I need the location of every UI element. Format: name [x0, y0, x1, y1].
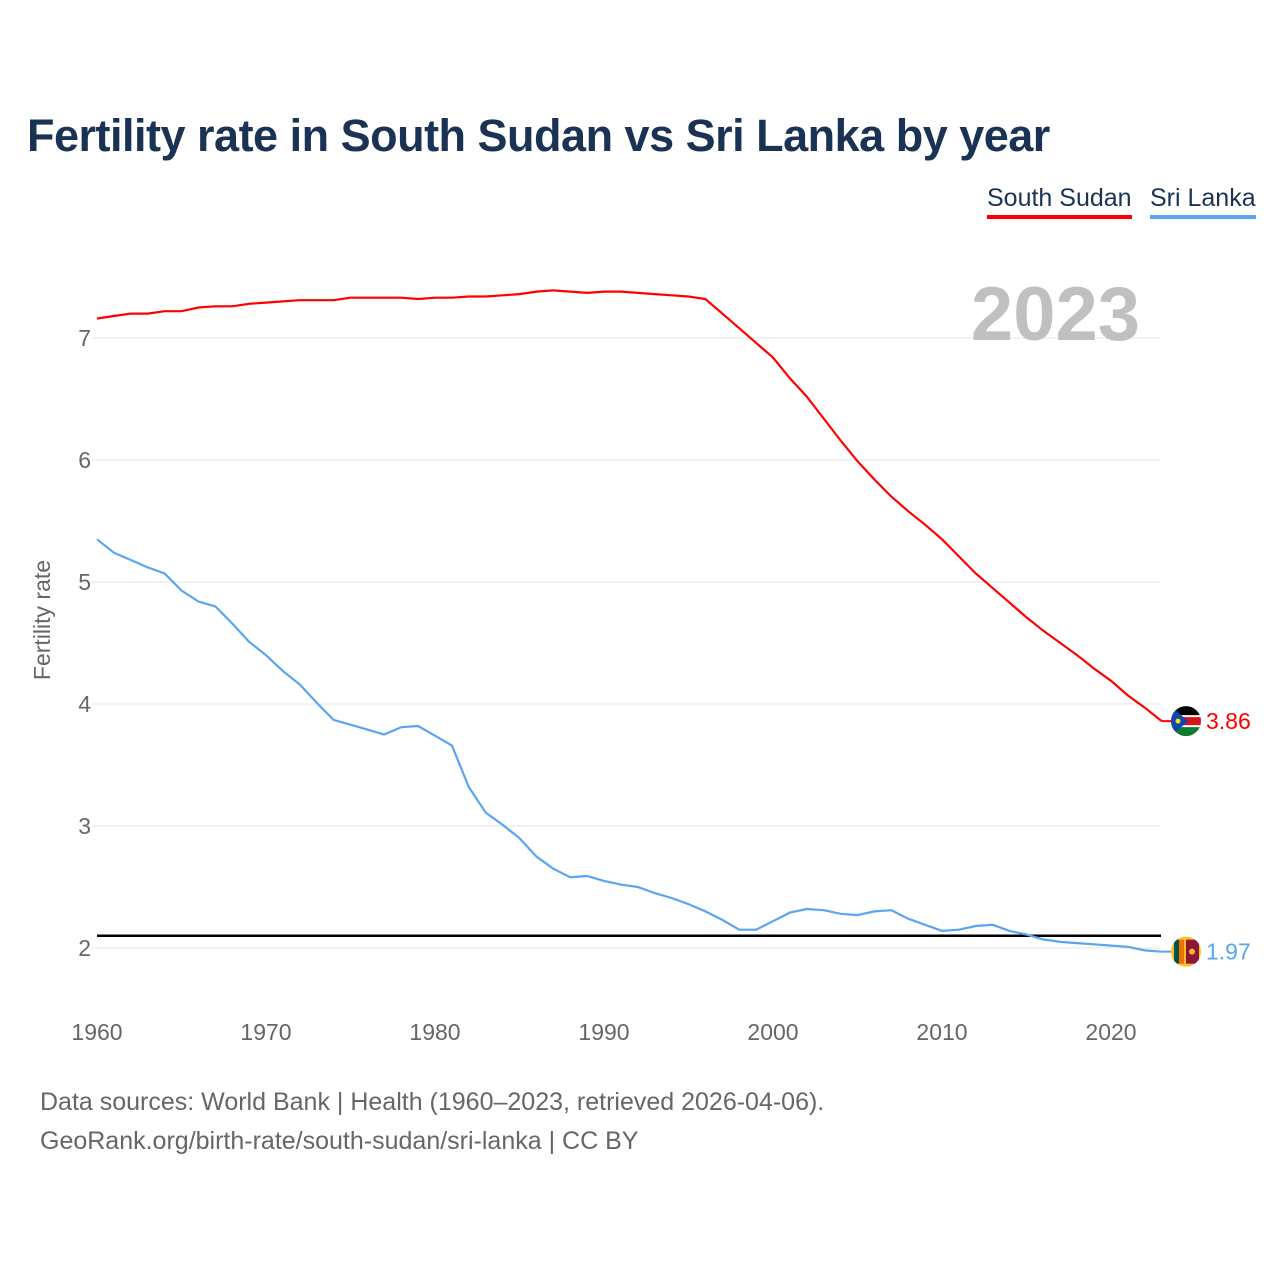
- x-tick-label: 1970: [240, 1019, 291, 1045]
- series-line-south-sudan: [96, 289, 1163, 722]
- x-tick-label: 1990: [578, 1019, 629, 1045]
- x-tick-label: 2020: [1085, 1019, 1136, 1045]
- chart-title: Fertility rate in South Sudan vs Sri Lan…: [27, 110, 1050, 161]
- x-tick-label: 2000: [747, 1019, 798, 1045]
- y-tick-label: 4: [78, 691, 91, 717]
- footer-url[interactable]: GeoRank.org/birth-rate/south-sudan/sri-l…: [40, 1127, 639, 1155]
- end-value-label-sri-lanka: 1.97: [1206, 939, 1251, 965]
- legend-sri-lanka[interactable]: Sri Lanka: [1150, 184, 1256, 219]
- series-line-sri-lanka: [96, 538, 1162, 953]
- flag-icon-south-sudan: [1171, 706, 1201, 737]
- y-tick-label: 7: [78, 325, 91, 351]
- footer-sources: Data sources: World Bank | Health (1960–…: [40, 1088, 825, 1116]
- legend-south-sudan[interactable]: South Sudan: [987, 184, 1132, 219]
- current-year-label: 2023: [971, 272, 1140, 357]
- flag-icon-sri-lanka: [1171, 936, 1201, 967]
- x-tick-label: 2010: [916, 1019, 967, 1045]
- x-tick-label: 1960: [71, 1019, 122, 1045]
- y-tick-label: 6: [78, 447, 91, 473]
- y-tick-label: 2: [78, 935, 91, 961]
- y-axis-label: Fertility rate: [29, 560, 55, 680]
- end-value-label-south-sudan: 3.86: [1206, 708, 1251, 734]
- x-tick-label: 1980: [409, 1019, 460, 1045]
- y-tick-label: 5: [78, 569, 91, 595]
- y-tick-label: 3: [78, 813, 91, 839]
